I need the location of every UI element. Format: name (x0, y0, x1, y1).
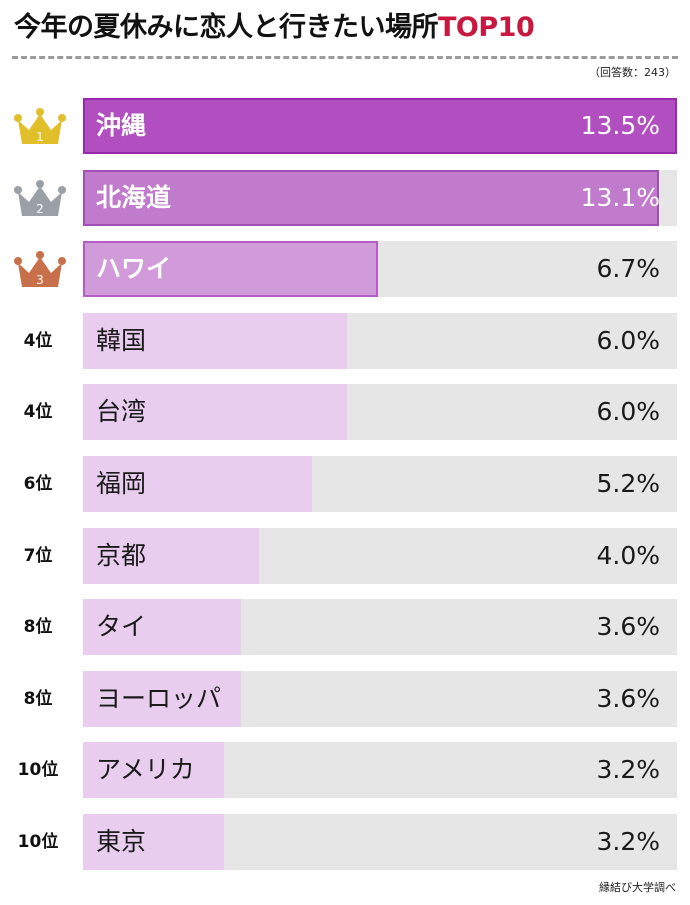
chart-row: ヨーロッパ 3.6% 8位 (0, 671, 690, 727)
chart-row: タイ 3.6% 8位 (0, 599, 690, 655)
category-label: アメリカ (96, 755, 195, 784)
value-label: 3.6% (596, 684, 660, 713)
bar (83, 170, 659, 226)
respondent-count: （回答数：243） (589, 66, 676, 79)
rank-label: 10位 (17, 760, 59, 780)
chart-row: 北海道 13.1% 2 (0, 170, 690, 226)
value-label: 5.2% (596, 469, 660, 498)
bronze-crown-icon: 3 (14, 251, 66, 287)
chart-row: 韓国 6.0% 4位 (0, 313, 690, 369)
bar (83, 814, 224, 870)
bar (83, 599, 241, 655)
bar (83, 384, 347, 440)
bar (83, 742, 224, 798)
chart-row: 京都 4.0% 7位 (0, 528, 690, 584)
bar (83, 528, 259, 584)
bar (83, 98, 677, 154)
silver-crown-icon: 2 (14, 180, 66, 216)
rank-label: 4位 (23, 402, 53, 422)
category-label: 東京 (96, 827, 147, 856)
crown-rank-number: 1 (36, 130, 44, 144)
chart-row: ハワイ 6.7% 3 (0, 241, 690, 297)
rank-label: 10位 (17, 832, 59, 852)
source-note: 縁結び大学調べ (599, 881, 676, 894)
value-label: 6.7% (596, 254, 660, 283)
crown-rank-number: 3 (36, 273, 44, 287)
category-label: 台湾 (96, 397, 147, 426)
value-label: 13.1% (580, 183, 660, 212)
page-title: 今年の夏休みに恋人と行きたい場所TOP10 (14, 8, 535, 48)
gold-crown-icon: 1 (14, 108, 66, 144)
title-accent: TOP10 (438, 12, 535, 43)
category-label: ヨーロッパ (96, 684, 222, 713)
category-label: 福岡 (96, 469, 147, 498)
category-label: タイ (96, 612, 147, 641)
bar (83, 313, 347, 369)
value-label: 4.0% (596, 541, 660, 570)
category-label: 京都 (96, 541, 147, 570)
bar (83, 241, 378, 297)
category-label: 韓国 (96, 326, 147, 355)
dashed-divider (12, 56, 678, 59)
rank-label: 8位 (23, 617, 53, 637)
rank-label: 6位 (23, 474, 53, 494)
chart-row: 東京 3.2% 10位 (0, 814, 690, 870)
value-label: 6.0% (596, 326, 660, 355)
title-main: 今年の夏休みに恋人と行きたい場所 (14, 12, 439, 43)
chart-row: 台湾 6.0% 4位 (0, 384, 690, 440)
value-label: 3.2% (596, 827, 660, 856)
value-label: 3.6% (596, 612, 660, 641)
chart-row: 福岡 5.2% 6位 (0, 456, 690, 512)
bar (83, 671, 241, 727)
chart-row: アメリカ 3.2% 10位 (0, 742, 690, 798)
value-label: 6.0% (596, 397, 660, 426)
bar (83, 456, 312, 512)
value-label: 13.5% (580, 111, 660, 140)
crown-rank-number: 2 (36, 202, 44, 216)
category-label: 北海道 (96, 183, 172, 212)
category-label: 沖縄 (96, 111, 147, 140)
value-label: 3.2% (596, 755, 660, 784)
rank-label: 7位 (23, 546, 53, 566)
chart-row: 沖縄 13.5% 1 (0, 98, 690, 154)
rank-label: 4位 (23, 331, 53, 351)
category-label: ハワイ (96, 254, 172, 283)
rank-label: 8位 (23, 689, 53, 709)
